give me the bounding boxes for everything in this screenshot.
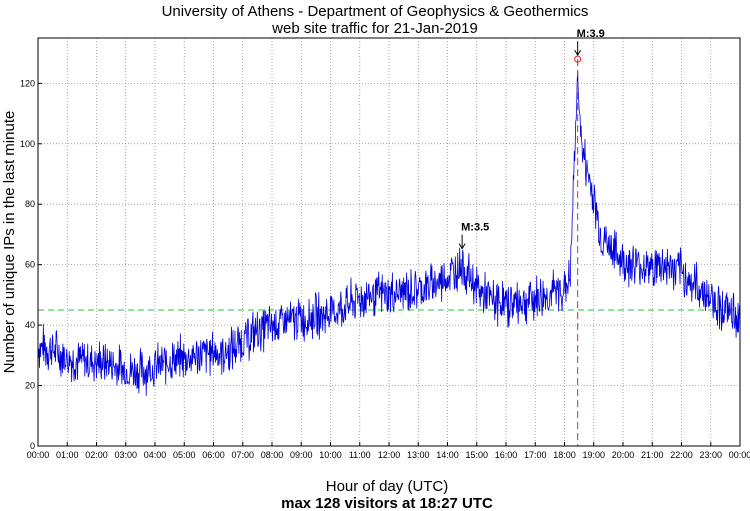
- x-tick-label: 11:00: [349, 450, 371, 460]
- x-axis-label: Hour of day (UTC): [326, 478, 449, 495]
- axes-frame: [37, 37, 741, 447]
- x-tick-label: 21:00: [641, 450, 664, 460]
- max-point: [574, 55, 582, 63]
- x-tick-label: 00:00: [729, 450, 750, 460]
- annotation-label: M:3.5: [461, 222, 489, 234]
- x-tick-label: 08:00: [261, 450, 284, 460]
- x-tick-label: 23:00: [699, 450, 722, 460]
- y-tick-label: 100: [20, 139, 35, 149]
- x-tick-label: 12:00: [378, 450, 401, 460]
- y-tick-label: 60: [25, 260, 35, 270]
- annotation-arrowhead: [574, 49, 582, 57]
- x-tick-label: 16:00: [495, 450, 518, 460]
- max-marker-layer: [574, 55, 582, 446]
- y-tick-label: 80: [25, 199, 35, 209]
- x-tick-label: 06:00: [202, 450, 225, 460]
- y-axis-label: Number of unique IPs in the last minute: [1, 111, 18, 374]
- x-tick-label: 02:00: [85, 450, 108, 460]
- chart-title-line-1: University of Athens - Department of Geo…: [162, 3, 589, 20]
- x-tick-label: 17:00: [524, 450, 547, 460]
- x-tick-label: 14:00: [436, 450, 459, 460]
- y-tick-label: 0: [30, 441, 35, 451]
- x-tick-label: 00:00: [27, 450, 50, 460]
- x-tick-labels: 00:00 01:00 02:00 03:00 04:00 05:00 06:00 07:00…: [27, 450, 750, 460]
- visitors-series-line: [37, 70, 741, 396]
- annotations: M:3.5 M:3.9: [458, 28, 605, 250]
- x-tick-label: 20:00: [612, 450, 635, 460]
- x-tick-label: 22:00: [670, 450, 693, 460]
- chart-title-line-2: web site traffic for 21-Jan-2019: [271, 20, 478, 37]
- x-tick-label: 13:00: [407, 450, 430, 460]
- y-tick-label: 40: [25, 320, 35, 330]
- x-tick-label: 18:00: [553, 450, 576, 460]
- x-tick-label: 03:00: [114, 450, 137, 460]
- x-tick-label: 05:00: [173, 450, 196, 460]
- y-tick-labels: 0 20 40 60 80 100 120: [20, 78, 35, 451]
- x-tick-label: 07:00: [231, 450, 254, 460]
- x-tick-label: 15:00: [465, 450, 488, 460]
- y-tick-label: 120: [20, 78, 35, 88]
- grid-lines: [37, 38, 741, 447]
- plot-area: [37, 70, 741, 396]
- x-tick-label: 04:00: [144, 450, 167, 460]
- x-tick-label: 09:00: [290, 450, 313, 460]
- max-visitors-subtitle: max 128 visitors at 18:27 UTC: [281, 495, 493, 511]
- y-tick-label: 20: [25, 381, 35, 391]
- x-tick-label: 10:00: [319, 450, 342, 460]
- x-tick-label: 19:00: [582, 450, 605, 460]
- x-tick-label: 01:00: [56, 450, 79, 460]
- annotation-arrowhead: [458, 243, 466, 250]
- annotation-label: M:3.9: [577, 28, 605, 40]
